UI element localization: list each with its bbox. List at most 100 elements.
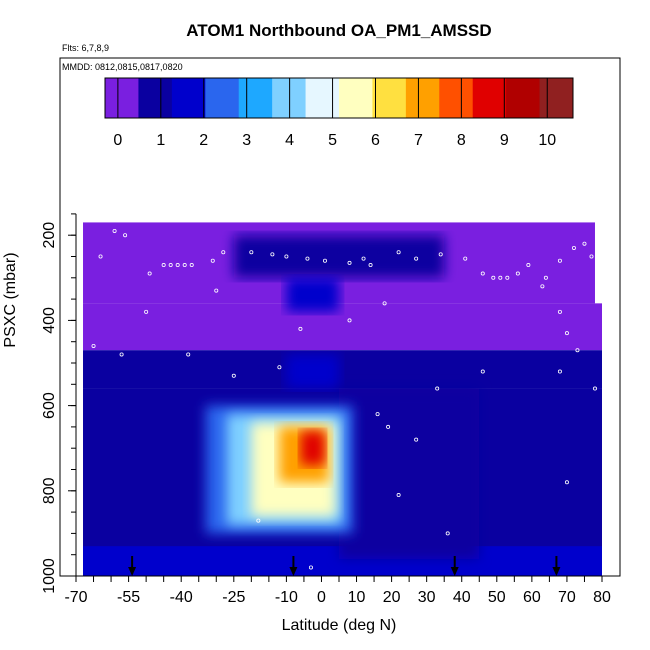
colorbar-swatch [339, 78, 373, 118]
colorbar-swatch [238, 78, 273, 118]
heatmap-cell [286, 354, 339, 389]
sample-marker [249, 250, 254, 255]
x-axis-label: Latitude (deg N) [282, 617, 397, 634]
sample-marker [214, 288, 219, 293]
sample-marker [147, 271, 152, 276]
heatmap-cell [83, 303, 603, 351]
flight-arrow-head [128, 567, 137, 576]
sample-marker [414, 256, 419, 261]
sample-marker [189, 263, 194, 268]
sample-marker [582, 241, 587, 246]
colorbar-swatch [539, 78, 574, 118]
sample-marker [322, 258, 327, 263]
colorbar-swatch [272, 78, 307, 118]
sample-marker [435, 386, 440, 391]
dates-label: MMDD: 0812,0815,0817,0820 [62, 62, 183, 72]
x-axis: -70 -55 -40 -25 -10 0 10 20 30 40 50 60 70 80 [64, 575, 611, 606]
sample-marker [186, 352, 191, 357]
sample-marker [382, 301, 387, 306]
x-tick-label: 40 [453, 589, 471, 606]
y-axis: 200 400 600 800 1000 [41, 213, 77, 594]
colorbar-swatch [205, 78, 240, 118]
sample-marker [526, 263, 531, 268]
sample-marker [221, 250, 226, 255]
colorbar-swatch [372, 78, 407, 118]
x-tick-label: 50 [488, 589, 506, 606]
colorbar-swatch [305, 78, 340, 118]
sample-markers [91, 228, 597, 570]
sample-marker [284, 254, 289, 259]
sample-marker [414, 437, 419, 442]
y-tick-label: 1000 [41, 558, 58, 594]
sample-marker [491, 275, 496, 280]
colorbar-swatch [439, 78, 474, 118]
colorbar-swatch [171, 78, 206, 118]
heatmap-cell [300, 431, 325, 466]
sample-marker [210, 258, 215, 263]
sample-marker [368, 263, 373, 268]
colorbar: 0 1 2 3 4 5 6 7 8 9 10 [104, 77, 574, 149]
sample-marker [571, 245, 576, 250]
sample-marker [498, 275, 503, 280]
y-tick-label: 600 [41, 392, 58, 419]
x-tick-label: 60 [523, 589, 541, 606]
x-tick-label: -70 [64, 589, 87, 606]
colorbar-tick-label: 4 [285, 132, 294, 149]
sample-marker [564, 480, 569, 485]
sample-marker [589, 254, 594, 259]
colorbar-tick-label: 8 [457, 132, 466, 149]
sample-marker [98, 254, 103, 259]
sample-marker [347, 260, 352, 265]
flight-arrows [128, 556, 561, 576]
flight-arrow-head [289, 567, 298, 576]
heatmap-cell [233, 235, 445, 278]
sample-marker [564, 331, 569, 336]
sample-marker [438, 252, 443, 257]
sample-marker [175, 263, 180, 268]
x-tick-label: -55 [117, 589, 140, 606]
sample-marker [480, 369, 485, 374]
colorbar-swatch [405, 78, 440, 118]
sample-marker [270, 252, 275, 257]
colorbar-tick-label: 3 [242, 132, 251, 149]
y-tick-label: 400 [41, 307, 58, 334]
sample-marker [445, 531, 450, 536]
sample-marker [91, 343, 96, 348]
colorbar-swatch [105, 78, 139, 118]
sample-marker [182, 263, 187, 268]
x-tick-label: 30 [418, 589, 436, 606]
sample-marker [123, 233, 128, 238]
flight-arrow-head [450, 567, 459, 576]
sample-marker [347, 318, 352, 323]
sample-marker [557, 309, 562, 314]
sample-marker [298, 326, 303, 331]
sample-marker [161, 263, 166, 268]
x-tick-label: 80 [593, 589, 611, 606]
chart-title: ATOM1 Northbound OA_PM1_AMSSD [186, 21, 491, 40]
heatmap-cell [286, 277, 339, 312]
colorbar-tick-label: 2 [199, 132, 208, 149]
sample-marker [119, 352, 124, 357]
colorbar-swatch [506, 78, 541, 118]
colorbar-swatch [472, 78, 507, 118]
x-tick-label: 20 [383, 589, 401, 606]
x-tick-label: 70 [558, 589, 576, 606]
sample-marker [575, 348, 580, 353]
sample-marker [592, 386, 597, 391]
flight-arrow-head [552, 567, 561, 576]
colorbar-tick-label: 10 [538, 132, 556, 149]
sample-marker [361, 256, 366, 261]
colorbar-tick-label: 9 [500, 132, 509, 149]
y-tick-label: 200 [41, 222, 58, 249]
heatmap-cell [83, 350, 603, 389]
sample-marker [505, 275, 510, 280]
heatmap-cell [339, 388, 480, 559]
sample-marker [375, 412, 380, 417]
colorbar-tick-label: 5 [328, 132, 337, 149]
x-tick-label: -40 [170, 589, 193, 606]
sample-marker [277, 365, 282, 370]
colorbar-tick-label: 7 [414, 132, 423, 149]
flights-label: Flts: 6,7,8,9 [62, 43, 109, 53]
colorbar-swatch [138, 78, 173, 118]
